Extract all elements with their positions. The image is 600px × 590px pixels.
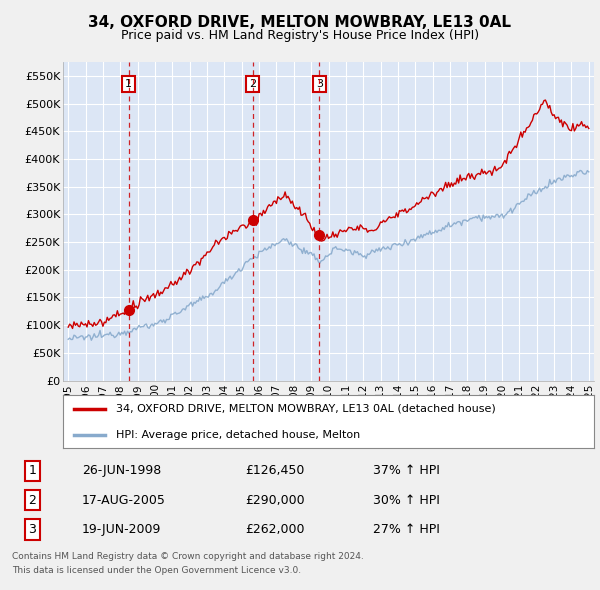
Text: £262,000: £262,000 bbox=[245, 523, 304, 536]
Text: 1: 1 bbox=[125, 79, 132, 89]
Text: 1: 1 bbox=[28, 464, 37, 477]
Text: 19-JUN-2009: 19-JUN-2009 bbox=[82, 523, 161, 536]
Text: Price paid vs. HM Land Registry's House Price Index (HPI): Price paid vs. HM Land Registry's House … bbox=[121, 30, 479, 42]
Text: 30% ↑ HPI: 30% ↑ HPI bbox=[373, 493, 440, 507]
Text: Contains HM Land Registry data © Crown copyright and database right 2024.: Contains HM Land Registry data © Crown c… bbox=[12, 552, 364, 560]
Text: 27% ↑ HPI: 27% ↑ HPI bbox=[373, 523, 440, 536]
Text: £126,450: £126,450 bbox=[245, 464, 304, 477]
Text: 26-JUN-1998: 26-JUN-1998 bbox=[82, 464, 161, 477]
Text: 3: 3 bbox=[316, 79, 323, 89]
Text: This data is licensed under the Open Government Licence v3.0.: This data is licensed under the Open Gov… bbox=[12, 566, 301, 575]
Text: 37% ↑ HPI: 37% ↑ HPI bbox=[373, 464, 440, 477]
Text: 3: 3 bbox=[28, 523, 37, 536]
Text: 17-AUG-2005: 17-AUG-2005 bbox=[82, 493, 166, 507]
Text: HPI: Average price, detached house, Melton: HPI: Average price, detached house, Melt… bbox=[116, 430, 361, 440]
Text: £290,000: £290,000 bbox=[245, 493, 304, 507]
Text: 2: 2 bbox=[28, 493, 37, 507]
Text: 34, OXFORD DRIVE, MELTON MOWBRAY, LE13 0AL (detached house): 34, OXFORD DRIVE, MELTON MOWBRAY, LE13 0… bbox=[116, 404, 496, 414]
Text: 34, OXFORD DRIVE, MELTON MOWBRAY, LE13 0AL: 34, OXFORD DRIVE, MELTON MOWBRAY, LE13 0… bbox=[89, 15, 511, 30]
Text: 2: 2 bbox=[249, 79, 256, 89]
